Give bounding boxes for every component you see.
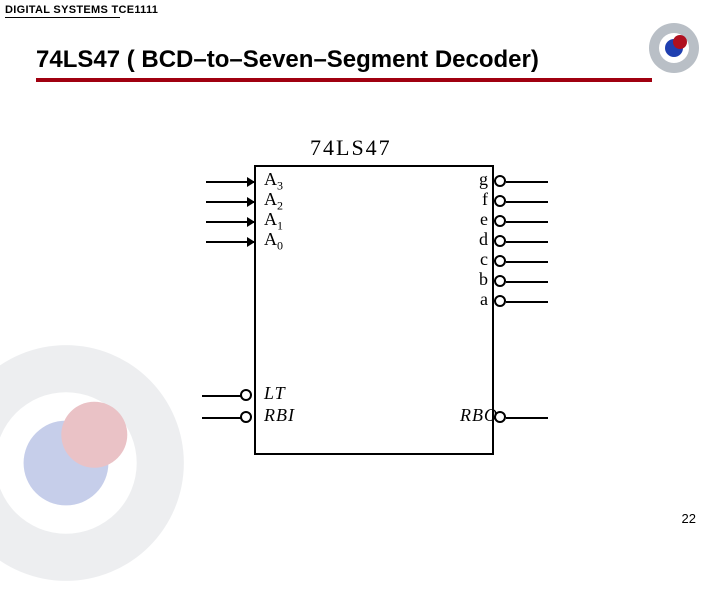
output-wire [506, 241, 548, 243]
input-label: RBI [264, 405, 295, 426]
output-wire [506, 301, 548, 303]
input-wire [206, 221, 254, 223]
output-label: b [479, 269, 488, 290]
output-wire [506, 261, 548, 263]
input-wire [206, 181, 254, 183]
header-underline [5, 17, 120, 18]
output-wire [506, 201, 548, 203]
inversion-bubble-icon [494, 255, 506, 267]
inversion-bubble-icon [494, 235, 506, 247]
input-label: LT [264, 383, 286, 404]
output-label: a [480, 289, 488, 310]
course-header: DIGITAL SYSTEMS TCE1111 [5, 4, 158, 16]
output-label: g [479, 169, 488, 190]
output-label: d [479, 229, 488, 250]
input-wire [206, 201, 254, 203]
inversion-bubble-icon [494, 195, 506, 207]
chip-name-label: 74LS47 [310, 135, 392, 161]
inversion-bubble-icon [494, 275, 506, 287]
output-label: e [480, 209, 488, 230]
chip-diagram: 74LS47 A3A2A1A0LTRBIgfedcbaRBO [170, 135, 550, 465]
inversion-bubble-icon [240, 411, 252, 423]
page-number: 22 [682, 511, 696, 526]
inversion-bubble-icon [494, 295, 506, 307]
output-wire [506, 281, 548, 283]
inversion-bubble-icon [240, 389, 252, 401]
title-underline [36, 78, 652, 82]
output-label: f [482, 189, 488, 210]
output-wire [506, 221, 548, 223]
output-wire [506, 417, 548, 419]
input-wire [206, 241, 254, 243]
page-title: 74LS47 ( BCD–to–Seven–Segment Decoder) [36, 46, 539, 74]
background-logo-icon [0, 331, 198, 606]
logo-icon [646, 20, 702, 81]
input-wire [202, 395, 242, 397]
input-wire [202, 417, 242, 419]
inversion-bubble-icon [494, 215, 506, 227]
inversion-bubble-icon [494, 175, 506, 187]
output-wire [506, 181, 548, 183]
output-label: c [480, 249, 488, 270]
input-label: A0 [264, 229, 283, 254]
output-label: RBO [460, 405, 498, 426]
